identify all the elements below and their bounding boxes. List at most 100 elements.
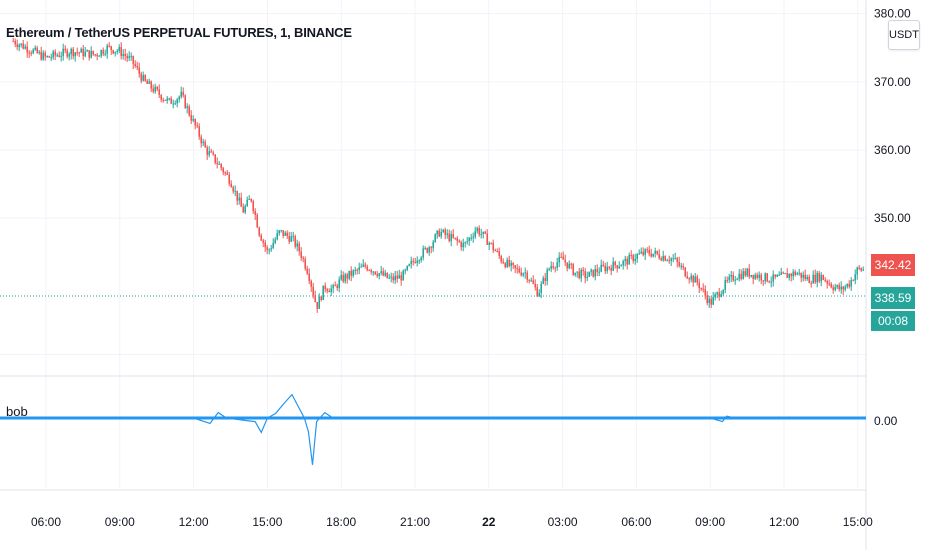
candle-body: [646, 249, 648, 251]
candle-body: [618, 266, 620, 269]
candle-body: [482, 231, 484, 234]
candle-body: [460, 242, 462, 248]
candle-body: [514, 265, 516, 269]
candle-body: [112, 50, 114, 54]
candle-body: [308, 273, 310, 281]
candle-body: [712, 297, 714, 305]
candle-body: [634, 258, 636, 261]
time-tick-label: 12:00: [769, 515, 799, 529]
candle-body: [106, 45, 108, 54]
candle-body: [132, 55, 134, 64]
price-axis[interactable]: 380.00 370.00 360.00 350.00: [874, 7, 911, 226]
candle-body: [386, 272, 388, 278]
candle-body: [570, 263, 572, 265]
last-price-tag: 342.42: [871, 254, 915, 276]
candle-body: [796, 273, 798, 275]
candle-body: [232, 187, 234, 192]
candle-body: [234, 190, 236, 192]
candle-body: [484, 231, 486, 234]
candle-body: [510, 262, 512, 267]
candle-body: [148, 81, 150, 84]
candle-body: [320, 296, 322, 300]
candle-body: [798, 272, 800, 274]
candle-body: [824, 279, 826, 281]
candle-body: [78, 52, 80, 54]
candle-body: [32, 49, 34, 54]
candle-body: [252, 200, 254, 212]
candle-body: [776, 275, 778, 277]
currency-button[interactable]: USDT: [888, 20, 920, 50]
candle-body: [214, 154, 216, 163]
candle-body: [122, 53, 124, 56]
candle-body: [742, 271, 744, 279]
candle-body: [448, 233, 450, 241]
candle-body: [120, 47, 122, 56]
candle-body: [788, 273, 790, 278]
candle-body: [294, 236, 296, 247]
candle-body: [408, 264, 410, 266]
candle-body: [394, 275, 396, 281]
candle-body: [854, 274, 856, 281]
candle-body: [94, 54, 96, 56]
candle-body: [188, 106, 190, 116]
candle-body: [582, 269, 584, 272]
candle-body: [424, 248, 426, 250]
candle-body: [272, 243, 274, 249]
candle-body: [812, 274, 814, 284]
candle-body: [156, 86, 158, 90]
candle-body: [346, 274, 348, 279]
candle-body: [42, 52, 44, 60]
candle-body: [310, 280, 312, 287]
indicator-name[interactable]: bob: [6, 404, 28, 419]
candle-body: [306, 268, 308, 274]
candle-body: [432, 242, 434, 249]
time-axis[interactable]: 06:00 09:00 12:00 15:00 18:00 21:00 22 03:00 06:…: [31, 515, 873, 529]
candle-body: [190, 115, 192, 121]
candle-body: [852, 280, 854, 282]
candle-body: [56, 55, 58, 57]
candle-body: [740, 273, 742, 279]
candle-body: [68, 54, 70, 57]
candle-body: [82, 48, 84, 57]
candle-body: [46, 56, 48, 58]
candle-body: [840, 286, 842, 290]
candle-body: [790, 273, 792, 277]
candle-body: [780, 272, 782, 275]
candle-body: [772, 274, 774, 282]
candle-body: [490, 242, 492, 244]
symbol-title[interactable]: Ethereum / TetherUS PERPETUAL FUTURES, 1…: [6, 25, 352, 40]
candle-body: [128, 56, 130, 59]
candle-body: [268, 249, 270, 251]
candle-body: [696, 276, 698, 283]
candle-body: [144, 75, 146, 81]
candle-body: [316, 301, 318, 309]
candle-body: [290, 236, 292, 242]
candle-body: [26, 46, 28, 53]
candle-body: [250, 198, 252, 201]
candle-body: [336, 285, 338, 289]
candle-body: [810, 283, 812, 285]
candle-body: [668, 260, 670, 262]
candle-body: [426, 248, 428, 253]
candle-body: [404, 269, 406, 271]
candle-body: [196, 125, 198, 127]
candle-body: [314, 295, 316, 302]
candle-body: [324, 285, 326, 290]
candle-body: [690, 275, 692, 280]
candle-body: [846, 283, 848, 287]
candle-body: [154, 86, 156, 92]
candle-body: [750, 274, 752, 277]
candle-body: [170, 98, 172, 104]
price-tick-label: 350.00: [874, 211, 911, 225]
candle-body: [694, 276, 696, 283]
candle-body: [636, 254, 638, 259]
candle-body: [830, 283, 832, 288]
candle-body: [842, 286, 844, 290]
candle-body: [832, 287, 834, 291]
candle-body: [486, 233, 488, 245]
candle-body: [30, 52, 32, 54]
candle-body: [602, 264, 604, 266]
candle-body: [322, 285, 324, 300]
candle-body: [92, 50, 94, 55]
